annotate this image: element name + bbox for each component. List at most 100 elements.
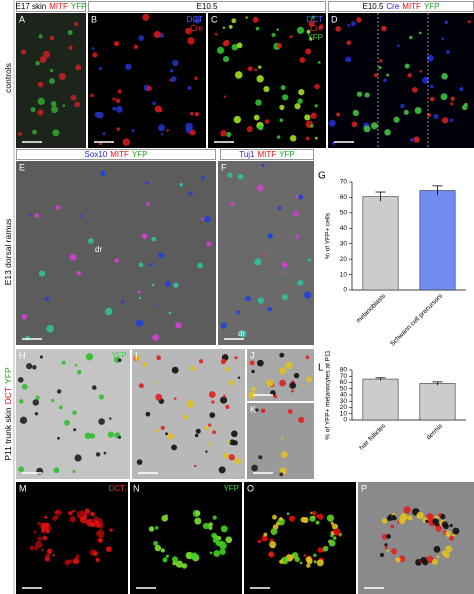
cell: [370, 122, 379, 130]
cell: [112, 106, 117, 111]
cell: [316, 514, 320, 518]
cell: [181, 563, 188, 569]
cell: [304, 291, 312, 299]
cell: [90, 93, 94, 98]
y-tick-label: 40: [340, 392, 348, 399]
cell: [208, 423, 212, 427]
cell: [305, 355, 310, 360]
cell: [211, 400, 215, 404]
cell: [220, 396, 228, 404]
text-segment: MITF: [49, 2, 68, 11]
cell: [72, 557, 80, 565]
cell: [152, 101, 157, 106]
cell: [310, 511, 313, 515]
cell: [29, 545, 35, 551]
cell: [70, 94, 77, 101]
cell: [229, 439, 236, 446]
y-tick-label: 50: [340, 385, 348, 392]
cell: [245, 16, 248, 19]
cell: [171, 366, 179, 374]
cell: [336, 112, 341, 117]
cell: [386, 549, 389, 552]
cell: [42, 522, 50, 530]
cell: [105, 546, 112, 553]
cell: [416, 511, 424, 520]
channel-label: DCT: [109, 484, 126, 493]
cell: [234, 457, 241, 465]
cell: [18, 131, 22, 136]
cell: [441, 73, 448, 80]
cell: [170, 68, 174, 73]
text-segment: P11 trunk skin: [3, 407, 13, 461]
cell: [237, 173, 244, 180]
cell: [276, 42, 283, 49]
cell: [314, 83, 320, 90]
cell: [56, 389, 62, 394]
y-tick-label: 30: [340, 240, 348, 247]
cell: [194, 111, 200, 117]
cell: [450, 96, 455, 102]
cell: [403, 506, 411, 514]
channel-label: DCT: [307, 15, 324, 24]
x-tick-label: hair follicles: [358, 422, 387, 451]
cell: [290, 389, 294, 393]
chart-letter: L: [318, 363, 324, 374]
cell: [96, 111, 104, 119]
cell: [263, 85, 270, 93]
cell: [291, 552, 299, 559]
cell: [364, 92, 370, 98]
cell: [429, 96, 435, 102]
cell: [222, 394, 226, 398]
cell: [251, 386, 256, 392]
cell: [298, 194, 304, 200]
cell: [204, 425, 210, 431]
cell: [233, 115, 242, 124]
micrograph: [16, 482, 128, 594]
header-box: [16, 1, 86, 12]
cell: [400, 513, 408, 521]
cell: [422, 76, 430, 84]
text-segment: YFP: [3, 367, 13, 384]
cell: [281, 451, 288, 458]
cell: [58, 405, 63, 410]
cell: [183, 414, 189, 420]
cell: [185, 27, 192, 35]
cell: [306, 29, 311, 34]
cell: [42, 535, 48, 541]
cell: [248, 391, 256, 399]
cell: [223, 95, 227, 98]
cell: [194, 76, 198, 80]
cell: [156, 355, 162, 361]
cell: [294, 234, 300, 239]
cell: [154, 302, 158, 306]
cell: [208, 441, 212, 445]
cell: [345, 56, 352, 63]
y-tick-label: 20: [340, 256, 348, 263]
cell: [395, 557, 401, 563]
cell: [107, 431, 114, 438]
cell: [328, 539, 336, 547]
cell: [430, 84, 434, 89]
cell: [122, 138, 131, 146]
cell: [165, 554, 169, 558]
header-box: [328, 1, 474, 12]
cell: [297, 98, 303, 104]
cell: [35, 60, 40, 66]
cell: [237, 376, 241, 379]
cell: [305, 48, 312, 55]
cell: [289, 135, 297, 142]
cell: [277, 206, 282, 210]
cell: [52, 553, 55, 557]
cell: [94, 516, 98, 520]
cell: [390, 524, 395, 529]
cell: [440, 93, 448, 101]
panel-letter: K: [250, 404, 256, 414]
cell: [411, 86, 418, 93]
cell: [212, 537, 219, 544]
cell: [74, 21, 79, 27]
cell: [317, 61, 321, 64]
cell: [33, 530, 37, 534]
cell: [18, 466, 25, 473]
cell: [154, 105, 162, 113]
